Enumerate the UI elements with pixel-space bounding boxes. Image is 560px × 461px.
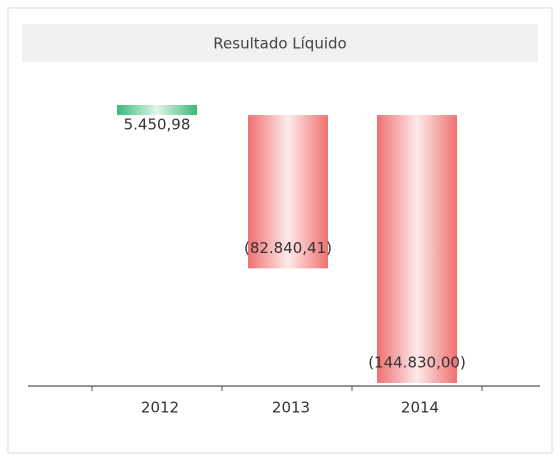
chart-title: Resultado Líquido — [213, 35, 346, 53]
value-label: (82.840,41) — [244, 239, 332, 257]
bar — [248, 115, 328, 269]
bar — [377, 115, 457, 384]
x-tick-label: 2014 — [401, 399, 439, 417]
value-label: (144.830,00) — [368, 354, 466, 372]
value-label: 5.450,98 — [124, 116, 191, 134]
bar — [117, 105, 197, 116]
title-band — [22, 24, 538, 62]
x-tick-label: 2013 — [272, 399, 310, 417]
x-tick-label: 2012 — [141, 399, 179, 417]
